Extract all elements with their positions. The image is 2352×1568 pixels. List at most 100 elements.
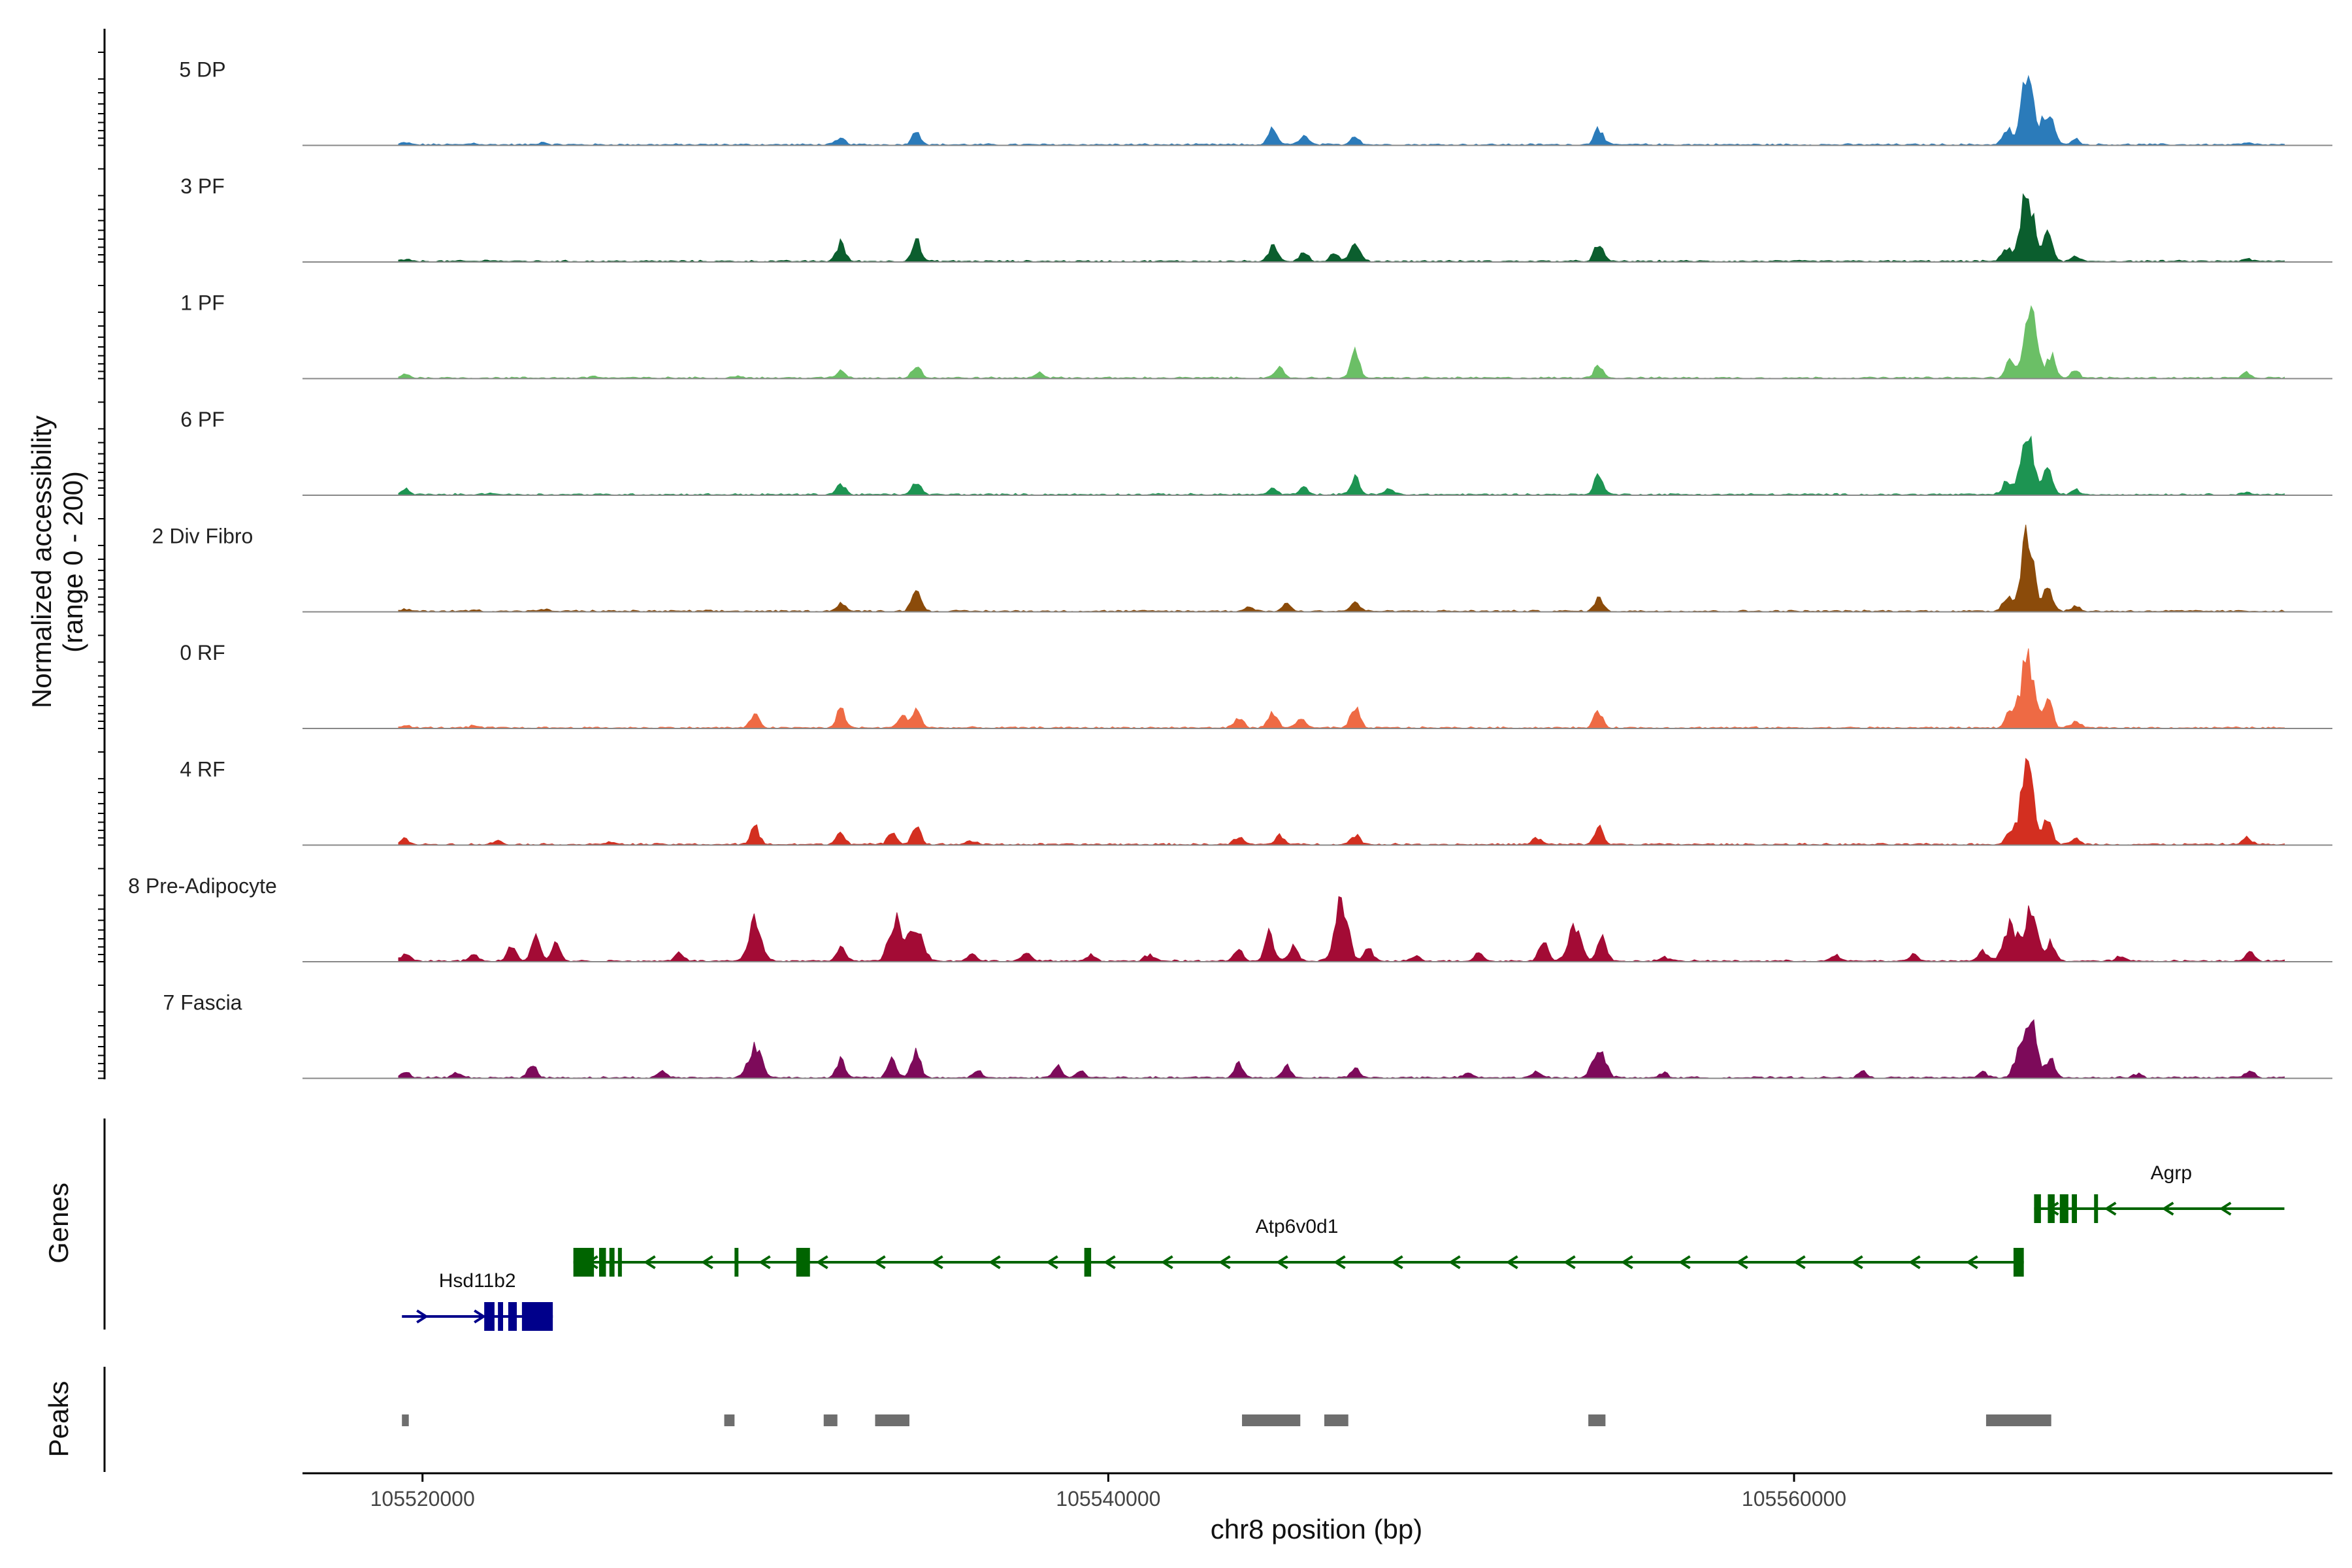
strand-chevron xyxy=(2219,1201,2232,1216)
gene-exon xyxy=(2072,1194,2078,1223)
track-label: 2 Div Fibro xyxy=(152,525,253,548)
x-axis-ticks: 105520000 105540000 105560000 xyxy=(370,1473,1846,1511)
gene-exon xyxy=(2048,1194,2055,1223)
strand-chevron xyxy=(643,1255,656,1269)
peak-region xyxy=(724,1414,735,1426)
coverage-tracks: 5 DP 3 PF 1 PF 6 PF 2 Div Fibro 0 RF 4 RF 8 Pre… xyxy=(128,58,2332,1079)
strand-chevron xyxy=(758,1255,771,1269)
track-label: 5 DP xyxy=(179,58,225,82)
x-tick-label: 105540000 xyxy=(1056,1487,1160,1511)
coverage-area xyxy=(398,435,2285,496)
track-6: 0 RF xyxy=(180,641,2332,729)
strand-chevron xyxy=(1103,1255,1116,1269)
track-label: 4 RF xyxy=(180,758,225,781)
gene-exon xyxy=(796,1248,810,1277)
gene-exon xyxy=(2059,1194,2068,1223)
gene-label: Atp6v0d1 xyxy=(1256,1216,1339,1237)
strand-chevron xyxy=(1390,1255,1403,1269)
gene-atp6v0d1: Atp6v0d1 xyxy=(573,1216,2024,1277)
track-9: 7 Fascia xyxy=(163,991,2332,1079)
gene-exon xyxy=(2013,1248,2024,1277)
strand-chevron xyxy=(873,1255,886,1269)
gene-exon xyxy=(1084,1248,1092,1277)
track-5: 2 Div Fibro xyxy=(152,525,2332,613)
strand-chevron xyxy=(2161,1201,2174,1216)
strand-chevron xyxy=(815,1255,828,1269)
x-tick-label: 105520000 xyxy=(370,1487,475,1511)
track-8: 8 Pre-Adipocyte xyxy=(128,874,2332,962)
gene-label: Hsd11b2 xyxy=(439,1270,516,1292)
coverage-area xyxy=(398,648,2285,729)
peak-region xyxy=(402,1414,409,1426)
peak-region xyxy=(1242,1414,1301,1426)
track-2: 3 PF xyxy=(180,174,2332,263)
gene-exon xyxy=(734,1248,739,1277)
strand-chevron xyxy=(1505,1255,1518,1269)
track-1: 5 DP xyxy=(179,58,2332,146)
gene-hsd11b2: Hsd11b2 xyxy=(402,1270,553,1331)
strand-chevron xyxy=(930,1255,943,1269)
track-4: 6 PF xyxy=(180,408,2332,496)
strand-chevron xyxy=(416,1309,429,1324)
gene-exon xyxy=(2034,1194,2041,1223)
coverage-area xyxy=(398,193,2285,263)
strand-chevron xyxy=(1448,1255,1461,1269)
strand-chevron xyxy=(1678,1255,1691,1269)
gene-exon xyxy=(498,1302,504,1331)
peak-region xyxy=(1985,1414,2051,1426)
strand-chevron xyxy=(1563,1255,1576,1269)
gene-agrp: Agrp xyxy=(2034,1162,2285,1223)
strand-chevron xyxy=(1218,1255,1231,1269)
gene-exon xyxy=(598,1248,606,1277)
peak-region xyxy=(1324,1414,1348,1426)
strand-chevron xyxy=(700,1255,713,1269)
gene-exon xyxy=(521,1302,553,1331)
coverage-area xyxy=(398,1019,2285,1079)
peak-region xyxy=(875,1414,909,1426)
coverage-area xyxy=(398,74,2285,146)
strand-chevron xyxy=(988,1255,1001,1269)
strand-chevron xyxy=(1965,1255,1978,1269)
y-axis-title-line1: Normalized accessibility xyxy=(26,416,57,708)
gene-exon xyxy=(609,1248,615,1277)
strand-chevron xyxy=(1850,1255,1863,1269)
track-label: 7 Fascia xyxy=(163,991,242,1015)
x-tick-label: 105560000 xyxy=(1742,1487,1846,1511)
strand-chevron xyxy=(2104,1201,2117,1216)
y-axis-title-line2: (range 0 - 200) xyxy=(57,471,88,653)
gene-exon xyxy=(508,1302,517,1331)
gene-exon xyxy=(2094,1194,2099,1223)
coverage-area xyxy=(398,757,2285,846)
track-label: 3 PF xyxy=(180,174,225,198)
y-axis-title: Normalized accessibility (range 0 - 200) xyxy=(26,416,88,708)
strand-chevron xyxy=(1333,1255,1346,1269)
strand-chevron xyxy=(1908,1255,1921,1269)
strand-chevron xyxy=(1275,1255,1288,1269)
track-7: 4 RF xyxy=(180,757,2332,846)
gene-exon xyxy=(484,1302,495,1331)
coverage-area xyxy=(398,896,2285,962)
gene-label: Agrp xyxy=(2151,1162,2192,1184)
track-label: 8 Pre-Adipocyte xyxy=(128,874,277,898)
peak-track xyxy=(402,1414,2051,1426)
genes-panel-label: Genes xyxy=(43,1183,74,1264)
peaks-panel-label: Peaks xyxy=(43,1381,74,1458)
gene-annotation-track: Hsd11b2 Atp6v0d1 Agrp xyxy=(402,1162,2285,1331)
gene-exon xyxy=(617,1248,622,1277)
strand-chevron xyxy=(1160,1255,1173,1269)
strand-chevron xyxy=(1793,1255,1806,1269)
coverage-area xyxy=(398,305,2285,380)
track-label: 6 PF xyxy=(180,408,225,431)
peak-region xyxy=(823,1414,838,1426)
track-label: 1 PF xyxy=(180,291,225,315)
peak-region xyxy=(1588,1414,1606,1426)
strand-chevron xyxy=(1735,1255,1748,1269)
gene-exon xyxy=(573,1248,595,1277)
x-axis-title: chr8 position (bp) xyxy=(1211,1514,1423,1544)
strand-chevron xyxy=(474,1309,486,1324)
coverage-area xyxy=(398,525,2285,613)
strand-chevron xyxy=(1045,1255,1058,1269)
strand-chevron xyxy=(1620,1255,1633,1269)
coverage-y-ticks xyxy=(98,52,105,1079)
